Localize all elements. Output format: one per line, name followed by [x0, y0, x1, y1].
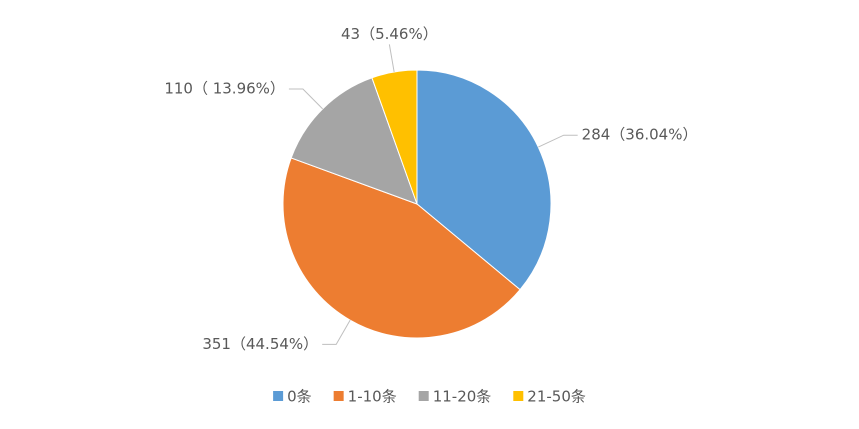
legend-swatch	[418, 391, 429, 401]
legend-item: 1-10条	[333, 388, 397, 406]
legend-label: 11-20条	[433, 388, 492, 406]
leader-line	[288, 88, 323, 110]
data-label: 43（5.46%）	[341, 25, 438, 43]
leader-line	[388, 44, 395, 73]
pie-slice	[282, 157, 521, 339]
legend-item: 11-20条	[418, 388, 492, 406]
legend-item: 0条	[273, 388, 312, 406]
data-label: 351（44.54%）	[202, 335, 318, 353]
data-label: 110（ 13.96%）	[164, 79, 285, 97]
leader-line	[322, 319, 351, 345]
legend-label: 0条	[287, 388, 312, 406]
pie-slice	[290, 77, 418, 205]
legend-swatch	[333, 391, 344, 401]
legend-label: 1-10条	[348, 388, 397, 406]
legend: 0条 1-10条 11-20条 21-50条	[273, 388, 586, 406]
legend-swatch	[513, 391, 524, 401]
legend-item: 21-50条	[513, 388, 586, 406]
legend-label: 21-50条	[527, 388, 586, 406]
data-label: 284（36.04%）	[582, 126, 698, 144]
pie-slice	[371, 69, 418, 205]
pie: 284（36.04%） 351（44.54%） 110（ 13.96%） 43（5.4…	[164, 25, 697, 353]
leader-line	[538, 134, 578, 148]
legend-swatch	[273, 391, 284, 401]
